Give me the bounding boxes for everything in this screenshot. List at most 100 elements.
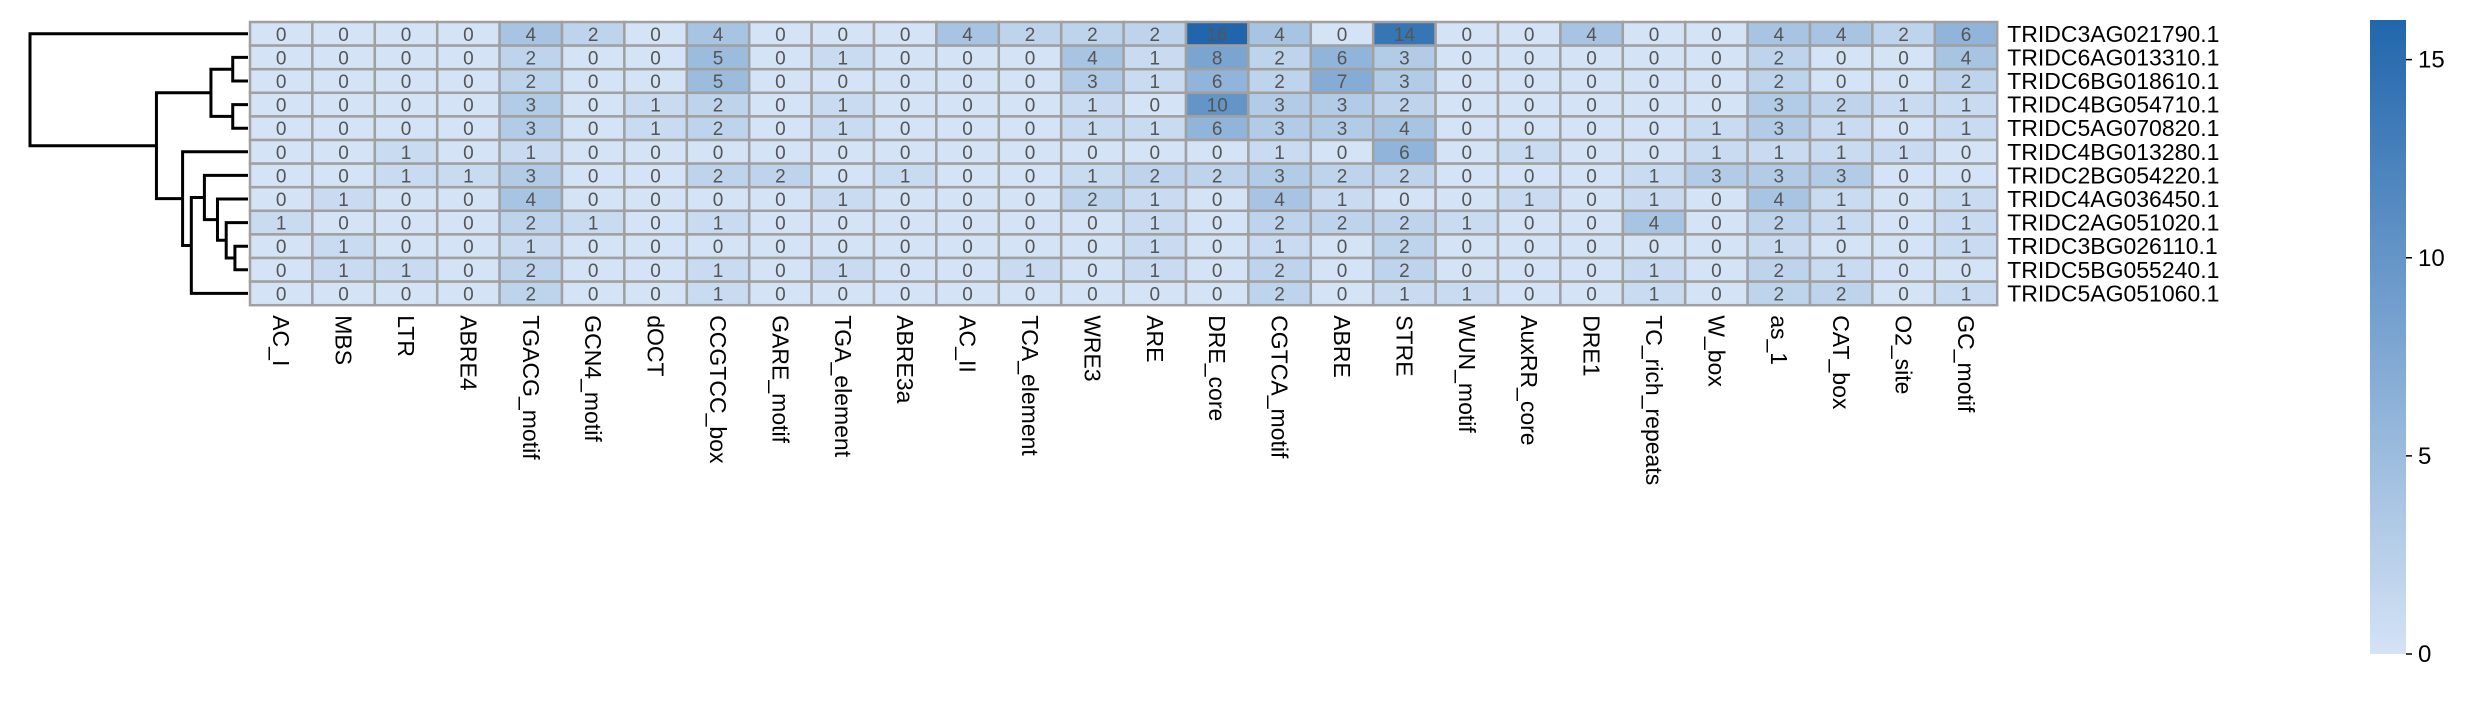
cell-value-label: 0 [338,119,349,140]
cell-value-label: 1 [1399,284,1410,305]
cell-value-label: 1 [838,119,849,140]
cell-value-label: 0 [338,214,349,235]
cell-value-label: 0 [838,25,849,46]
cell-value-label: 0 [463,96,474,117]
cell-value-label: 0 [588,284,599,305]
cell-value-label: 1 [526,143,537,164]
cell-value-label: 1 [463,166,474,187]
cell-value-label: 3 [1836,166,1847,187]
cell-value-label: 2 [775,166,786,187]
cell-value-label: 0 [401,119,412,140]
cell-value-label: 1 [1274,237,1285,258]
column-label: GC_motif [1953,315,1979,413]
cell-value-label: 0 [962,143,973,164]
cell-value-label: 0 [775,190,786,211]
colorbar: 0 5 10 15 [2370,20,2445,668]
cell-value-label: 0 [1025,166,1036,187]
cell-value-label: 0 [900,96,911,117]
cell-value-label: 1 [1462,214,1473,235]
cell-value-label: 0 [401,214,412,235]
column-label: TC_rich_repeats [1641,315,1667,485]
cell-value-label: 0 [1150,143,1161,164]
cell-value-label: 0 [1212,214,1223,235]
cell-value-label: 0 [1649,25,1660,46]
heatmap-cells [248,20,1999,307]
cell-value-label: 0 [650,143,661,164]
dendrogram-branch [233,244,248,272]
cell-value-label: 0 [338,166,349,187]
cell-value-label: 0 [775,261,786,282]
cell-value-label: 0 [588,166,599,187]
cell-value-label: 1 [1150,214,1161,235]
cell-value-label: 3 [1337,96,1348,117]
cell-value-label: 0 [1711,284,1722,305]
cell-value-label: 0 [1337,261,1348,282]
cell-value-label: 1 [338,237,349,258]
cell-value-label: 1 [838,190,849,211]
cell-value-label: 1 [838,96,849,117]
cell-value-label: 0 [1524,261,1535,282]
cell-value-label: 5 [713,48,724,69]
cell-value-label: 2 [526,72,537,93]
cell-value-label: 2 [1274,284,1285,305]
cell-value-labels: 0 0 0 0 4 2 0 4 0 0 0 4 2 2 2 16 4 0 14 0 0 4 0 0 4 4 2 60 0 0 0 2 0 0 5 0 1… [276,25,1972,306]
row-label: TRIDC2BG054220.1 [2007,162,2219,188]
cell-value-label: 0 [838,237,849,258]
cell-value-label: 16 [1207,25,1228,46]
cell-value-label: 1 [1774,143,1785,164]
cell-value-label: 2 [1774,214,1785,235]
dendrogram-branch [231,103,248,130]
cell-value-label: 2 [1836,284,1847,305]
cell-value-label: 0 [1711,96,1722,117]
cell-value-label: 0 [650,48,661,69]
cell-value-label: 0 [1586,96,1597,117]
cell-value-label: 1 [1961,190,1972,211]
cell-value-label: 1 [401,261,412,282]
cell-value-label: 0 [1337,143,1348,164]
cell-value-label: 0 [1898,166,1909,187]
row-label: TRIDC4BG013280.1 [2007,139,2219,165]
cell-value-label: 0 [276,48,287,69]
cell-value-label: 0 [276,166,287,187]
cell-value-label: 2 [1399,96,1410,117]
dendrogram-branch [215,197,248,242]
cell-value-label: 0 [900,143,911,164]
cell-value-label: 0 [1898,72,1909,93]
cell-value-label: 2 [1212,166,1223,187]
cell-value-label: 2 [526,284,537,305]
cell-value-label: 0 [1462,261,1473,282]
cell-value-label: 4 [1274,190,1285,211]
cell-value-label: 6 [1399,143,1410,164]
cell-value-label: 1 [401,166,412,187]
cell-value-label: 14 [1394,25,1416,46]
cell-value-label: 0 [276,284,287,305]
row-label: TRIDC3AG021790.1 [2007,21,2219,47]
column-label: CCGTCC_box [705,315,731,464]
cell-value-label: 0 [775,119,786,140]
cell-value-label: 0 [338,96,349,117]
cell-value-label: 1 [1961,96,1972,117]
cell-value-label: 0 [1087,261,1098,282]
cell-value-label: 0 [1898,214,1909,235]
cell-value-label: 0 [276,237,287,258]
cell-value-label: 0 [775,143,786,164]
cell-value-label: 1 [713,214,724,235]
cell-value-label: 0 [838,143,849,164]
cell-value-label: 0 [900,237,911,258]
cell-value-label: 2 [1774,261,1785,282]
column-label: TGACG_motif [518,315,544,460]
cell-value-label: 1 [1087,96,1098,117]
cell-value-label: 0 [1898,119,1909,140]
cell-value-label: 1 [1836,214,1847,235]
cell-value-label: 2 [1337,214,1348,235]
cell-value-label: 2 [588,25,599,46]
cell-value-label: 1 [650,119,661,140]
cell-value-label: 0 [1025,96,1036,117]
cell-value-label: 0 [1150,284,1161,305]
cell-value-label: 0 [1025,143,1036,164]
cell-value-label: 1 [1150,237,1161,258]
cell-value-label: 2 [1025,25,1036,46]
cell-value-label: 0 [650,190,661,211]
cell-value-label: 1 [526,237,537,258]
cell-value-label: 0 [1524,72,1535,93]
